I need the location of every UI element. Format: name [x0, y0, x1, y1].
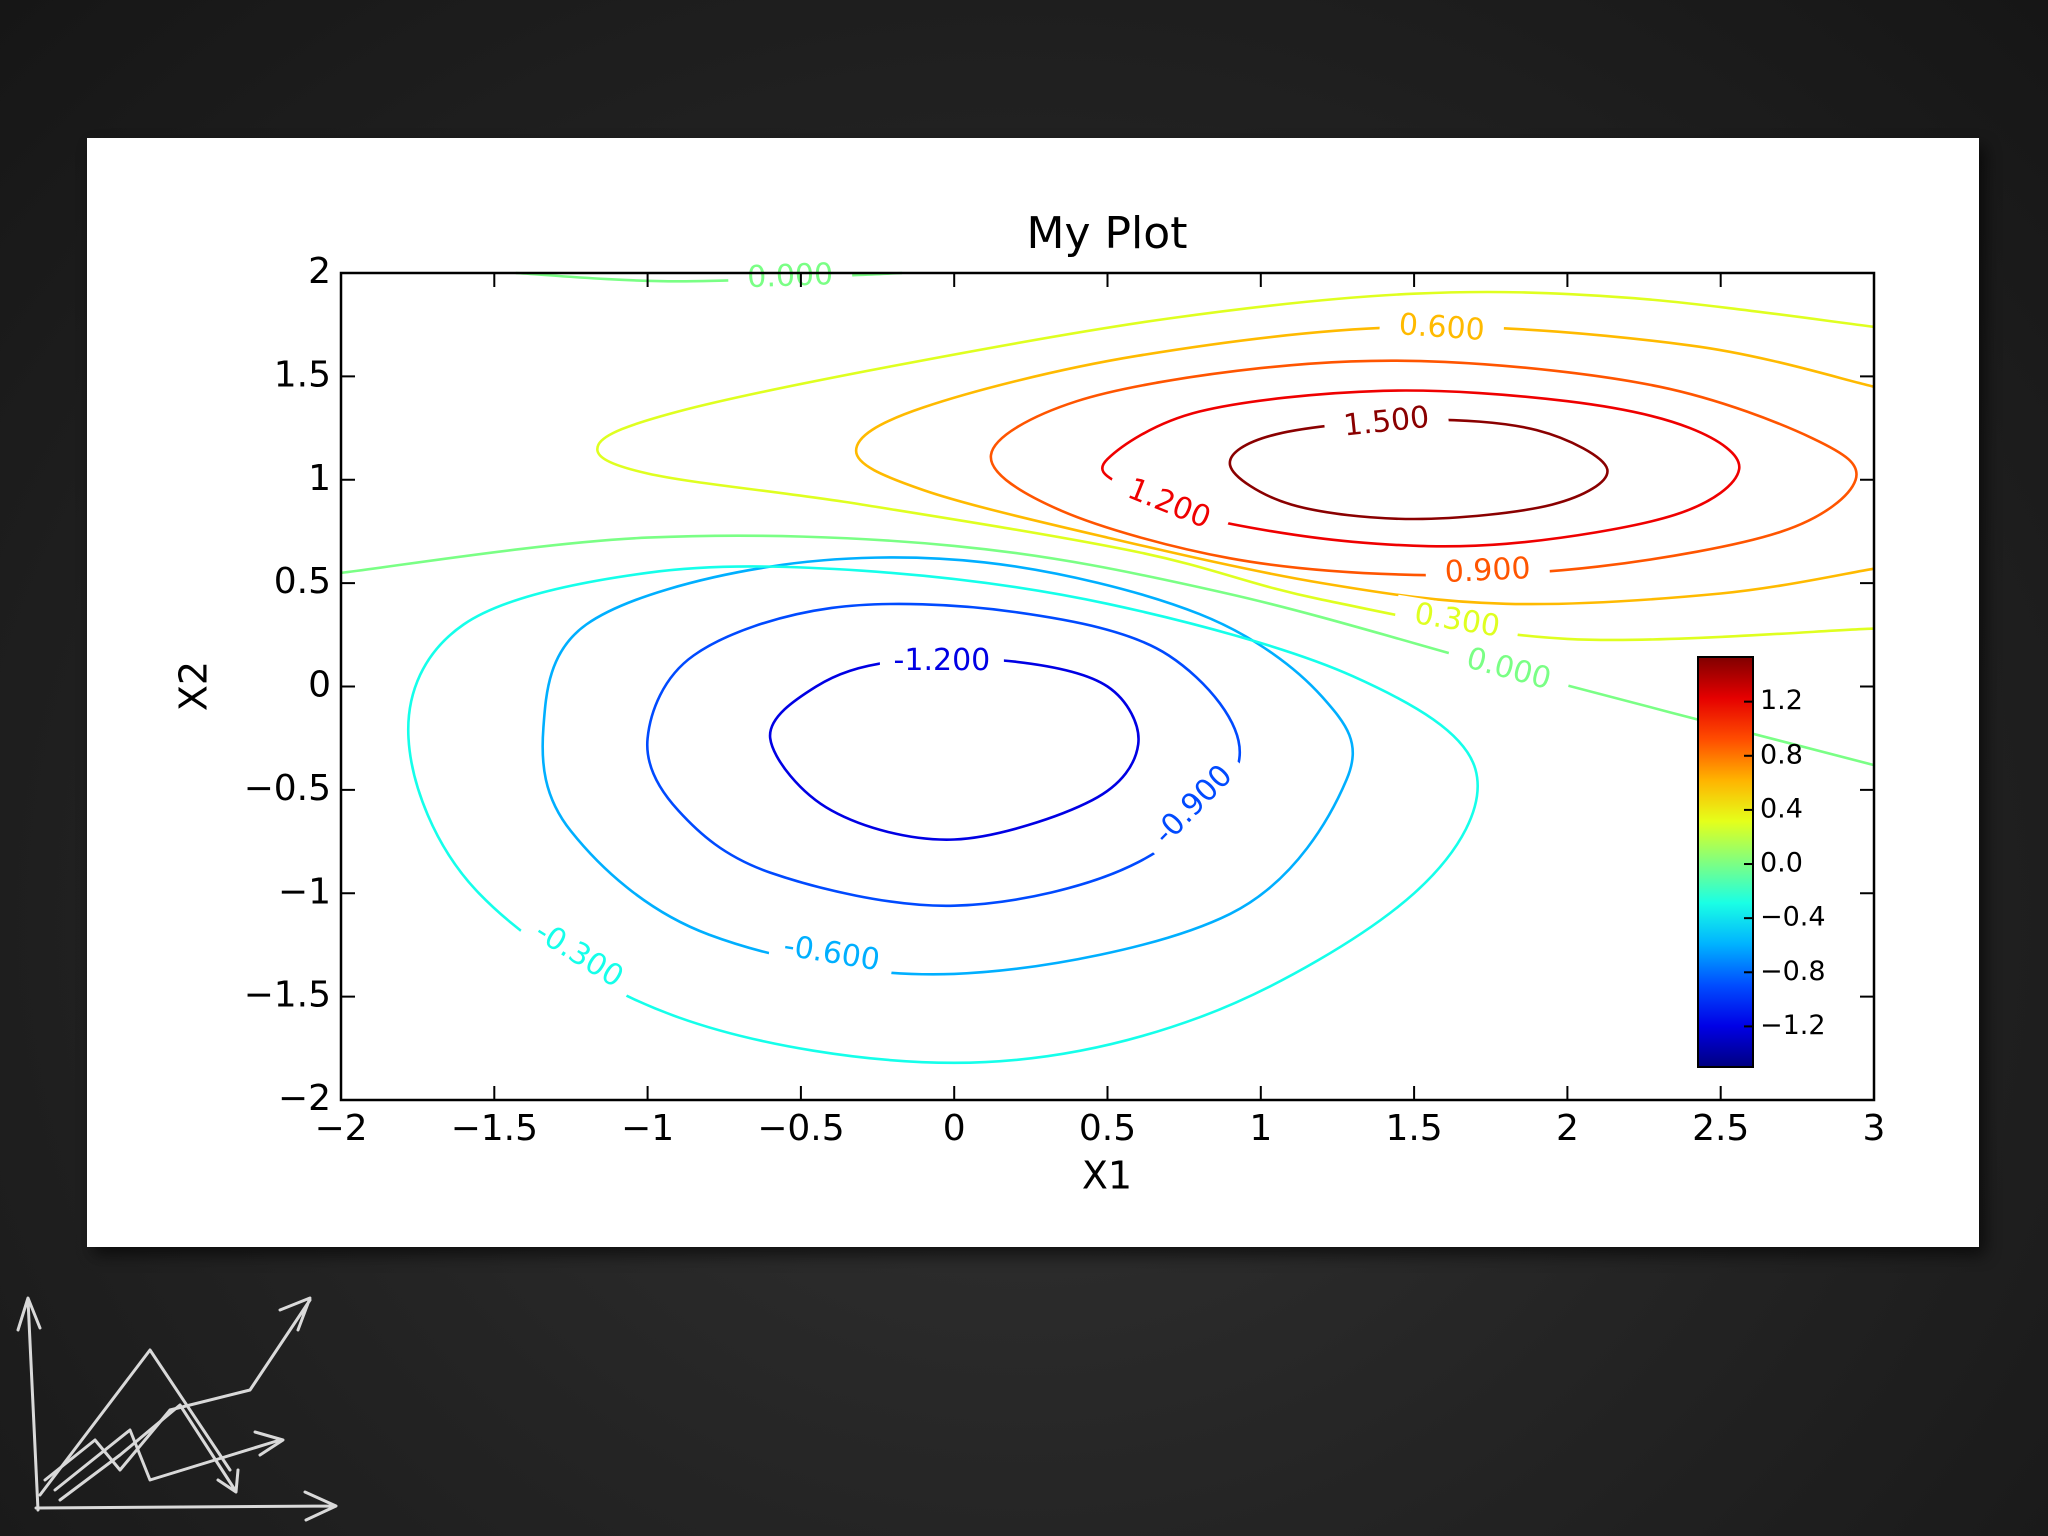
y-tick-label: −2	[278, 1078, 331, 1119]
plot-panel	[87, 138, 1979, 1247]
contour-label: 1.500	[1323, 399, 1450, 447]
contour-label-text: -1.200	[894, 643, 991, 678]
x-tick-label: −1.5	[451, 1108, 538, 1149]
colorbar-tick-label: 0.8	[1760, 739, 1803, 770]
contour-label-bg	[1104, 465, 1233, 544]
x-tick-label: 1.5	[1385, 1108, 1442, 1149]
contour-line	[768, 657, 1140, 841]
y-axis-label: X2	[172, 661, 216, 711]
y-tick-label: 0	[308, 665, 331, 706]
contour-label-bg	[879, 644, 1004, 679]
colorbar	[1697, 656, 1754, 1068]
x-tick-label: 3	[1863, 1108, 1886, 1149]
contour-label-bg	[1393, 594, 1521, 648]
contour-label: -1.200	[879, 643, 1004, 679]
contour-label: 0.600	[1378, 307, 1505, 350]
x-tick-label: −0.5	[757, 1108, 844, 1149]
colorbar-tick-label: −0.8	[1760, 956, 1826, 987]
x-tick-label: −1	[621, 1108, 674, 1149]
contour-label-text: 0.900	[1444, 551, 1531, 590]
contour-label-bg	[1378, 307, 1505, 350]
contour-label: 0.900	[1424, 551, 1551, 592]
contour-label-text: 0.000	[747, 257, 834, 295]
chart-title: My Plot	[1027, 208, 1188, 259]
contour-label: 0.000	[727, 257, 853, 297]
x-tick-label: 0	[943, 1108, 966, 1149]
colorbar-tick-label: −0.4	[1760, 902, 1826, 933]
contour-label-bg	[1138, 749, 1250, 862]
contour-label-bg	[1424, 551, 1551, 592]
contour-line	[406, 565, 1479, 1065]
contour-line	[989, 359, 1858, 577]
contour-label-bg	[1323, 399, 1450, 447]
contour-line	[596, 290, 1875, 642]
contour-label-bg	[1444, 637, 1573, 703]
contour-line	[645, 602, 1241, 908]
contour-label-bg	[767, 927, 896, 981]
contour-label-text: 0.600	[1398, 307, 1486, 348]
y-tick-label: −0.5	[244, 768, 331, 809]
contour-label-bg	[727, 257, 853, 297]
colorbar-tick-label: 1.2	[1760, 685, 1803, 716]
y-tick-label: −1	[278, 871, 331, 912]
contour-label-bg	[516, 908, 641, 1003]
colorbar-tick-label: 0.4	[1760, 793, 1803, 824]
colorbar-tick-label: 0.0	[1760, 848, 1803, 879]
y-tick-label: 0.5	[274, 561, 331, 602]
x-tick-label: 1	[1249, 1108, 1272, 1149]
x-tick-label: 0.5	[1079, 1108, 1136, 1149]
x-tick-label: 2	[1556, 1108, 1579, 1149]
x-tick-label: −2	[314, 1108, 367, 1149]
y-tick-label: −1.5	[244, 975, 331, 1016]
colorbar-tick-label: −1.2	[1760, 1010, 1826, 1041]
x-axis-label: X1	[1082, 1154, 1132, 1198]
chalk-doodle	[16, 1296, 338, 1522]
y-tick-label: 1	[308, 458, 331, 499]
y-tick-label: 2	[308, 251, 331, 292]
y-tick-label: 1.5	[274, 354, 331, 395]
x-tick-label: 2.5	[1692, 1108, 1749, 1149]
